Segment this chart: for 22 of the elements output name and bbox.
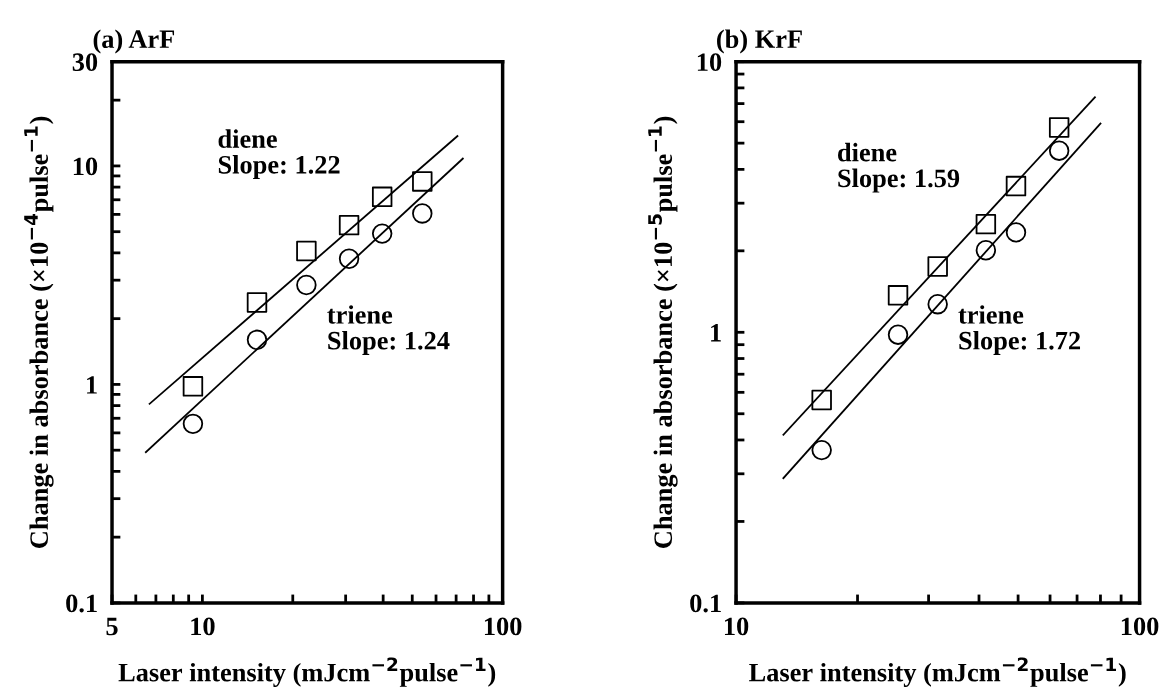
annotation: triene Slope: 1.24 bbox=[327, 305, 450, 355]
y-axis-title: Change in absorbance (×10$^{−5}$pulse$^{−1}$) bbox=[648, 116, 678, 548]
x-tick-label: 10 bbox=[191, 617, 215, 636]
y-tick-label: 1 bbox=[87, 376, 97, 394]
y-tick-label: 10 bbox=[697, 53, 722, 72]
y-tick-label: 30 bbox=[72, 53, 98, 72]
x-tick-label: 100 bbox=[1121, 617, 1159, 636]
y-axis-title: Change in absorbance (×10$^{−4}$pulse$^{−1}$) bbox=[24, 116, 54, 548]
annotation: triene Slope: 1.72 bbox=[958, 305, 1081, 355]
x-tick-label: 5 bbox=[106, 617, 118, 636]
y-tick-label: 10 bbox=[73, 157, 98, 176]
y-tick-label: 1 bbox=[711, 324, 721, 342]
x-tick-label: 100 bbox=[484, 617, 522, 636]
annotation: diene Slope: 1.59 bbox=[838, 142, 960, 193]
chart-title: (b) KrF bbox=[717, 29, 802, 54]
annotation: diene Slope: 1.22 bbox=[218, 129, 340, 180]
chart-title: (a) ArF bbox=[93, 29, 175, 54]
y-tick-label: 0.1 bbox=[690, 594, 721, 613]
x-axis-title: Laser intensity (mJcm$^{−2}$pulse$^{−1}$) bbox=[749, 657, 1126, 687]
x-axis-title: Laser intensity (mJcm$^{−2}$pulse$^{−1}$) bbox=[118, 657, 496, 687]
y-tick-label: 0.1 bbox=[66, 594, 97, 613]
x-tick-label: 10 bbox=[724, 617, 749, 636]
